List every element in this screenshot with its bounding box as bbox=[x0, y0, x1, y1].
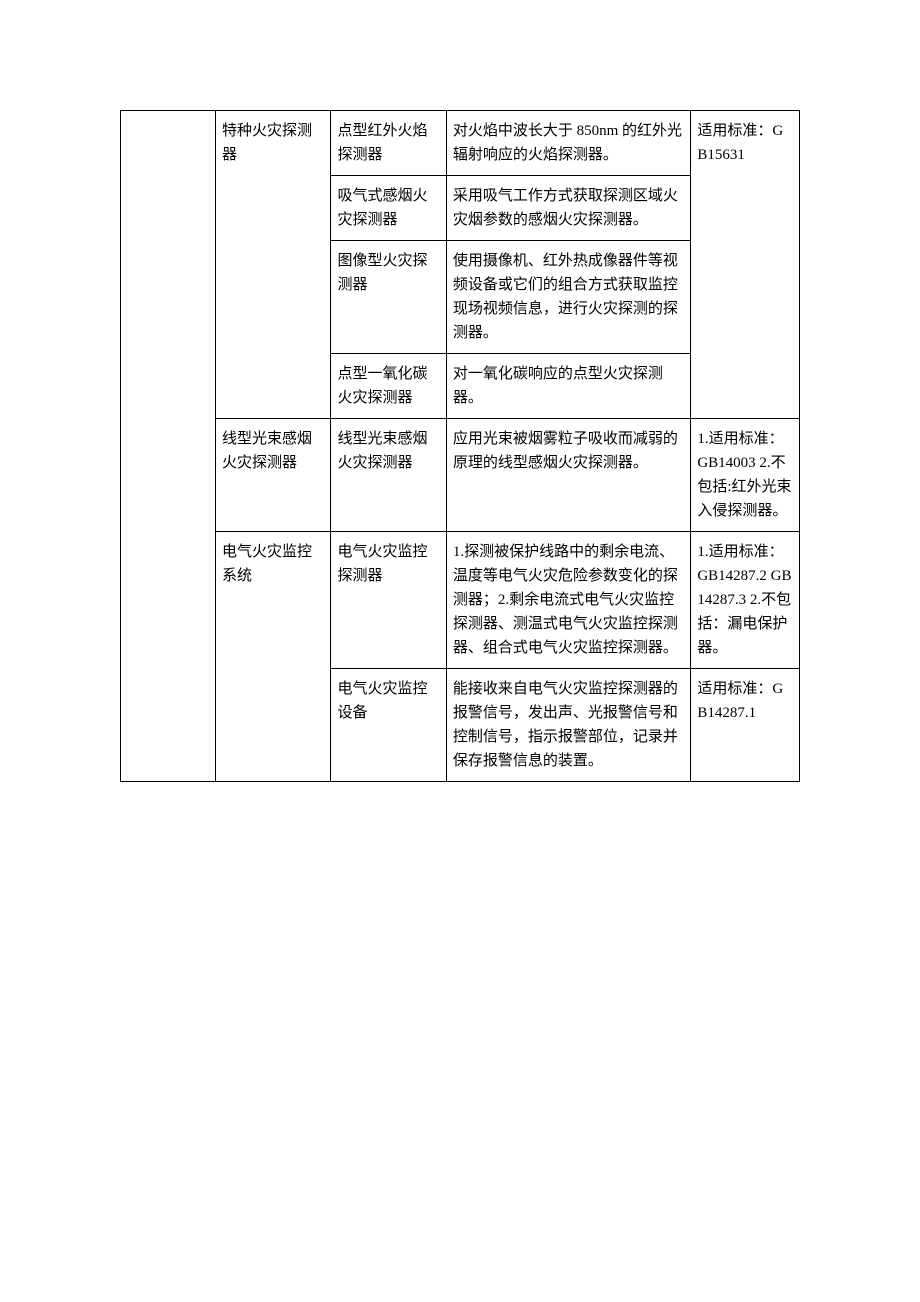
cell-standard: 适用标准：GB14287.1 bbox=[691, 669, 800, 782]
cell-description: 能接收来自电气火灾监控探测器的报警信号，发出声、光报警信号和控制信号，指示报警部… bbox=[446, 669, 690, 782]
cell-description: 对一氧化碳响应的点型火灾探测器。 bbox=[446, 354, 690, 419]
cell-category-l1: 特种火灾探测器 bbox=[216, 111, 331, 419]
table-row: 电气火灾监控系统 电气火灾监控探测器 1.探测被保护线路中的剩余电流、温度等电气… bbox=[121, 532, 800, 669]
document-page: 特种火灾探测器 点型红外火焰探测器 对火焰中波长大于 850nm 的红外光辐射响… bbox=[0, 0, 920, 782]
cell-product: 电气火灾监控探测器 bbox=[331, 532, 446, 669]
cell-category-l1: 电气火灾监控系统 bbox=[216, 532, 331, 782]
cell-product: 点型一氧化碳火灾探测器 bbox=[331, 354, 446, 419]
cell-product: 吸气式感烟火灾探测器 bbox=[331, 176, 446, 241]
cell-description: 1.探测被保护线路中的剩余电流、温度等电气火灾危险参数变化的探测器；2.剩余电流… bbox=[446, 532, 690, 669]
standards-table: 特种火灾探测器 点型红外火焰探测器 对火焰中波长大于 850nm 的红外光辐射响… bbox=[120, 110, 800, 782]
cell-standard: 1.适用标准：GB14287.2 GB14287.3 2.不包括：漏电保护器。 bbox=[691, 532, 800, 669]
table-row: 线型光束感烟火灾探测器 线型光束感烟火灾探测器 应用光束被烟雾粒子吸收而减弱的原… bbox=[121, 419, 800, 532]
cell-description: 采用吸气工作方式获取探测区域火灾烟参数的感烟火灾探测器。 bbox=[446, 176, 690, 241]
cell-product: 点型红外火焰探测器 bbox=[331, 111, 446, 176]
cell-product: 电气火灾监控设备 bbox=[331, 669, 446, 782]
cell-description: 对火焰中波长大于 850nm 的红外光辐射响应的火焰探测器。 bbox=[446, 111, 690, 176]
table-row: 特种火灾探测器 点型红外火焰探测器 对火焰中波长大于 850nm 的红外光辐射响… bbox=[121, 111, 800, 176]
cell-category-l0 bbox=[121, 111, 216, 782]
cell-category-l1: 线型光束感烟火灾探测器 bbox=[216, 419, 331, 532]
cell-standard: 适用标准：GB15631 bbox=[691, 111, 800, 419]
cell-description: 使用摄像机、红外热成像器件等视频设备或它们的组合方式获取监控现场视频信息，进行火… bbox=[446, 241, 690, 354]
cell-standard: 1.适用标准：GB14003 2.不包括:红外光束入侵探测器。 bbox=[691, 419, 800, 532]
cell-product: 图像型火灾探测器 bbox=[331, 241, 446, 354]
cell-description: 应用光束被烟雾粒子吸收而减弱的原理的线型感烟火灾探测器。 bbox=[446, 419, 690, 532]
cell-product: 线型光束感烟火灾探测器 bbox=[331, 419, 446, 532]
